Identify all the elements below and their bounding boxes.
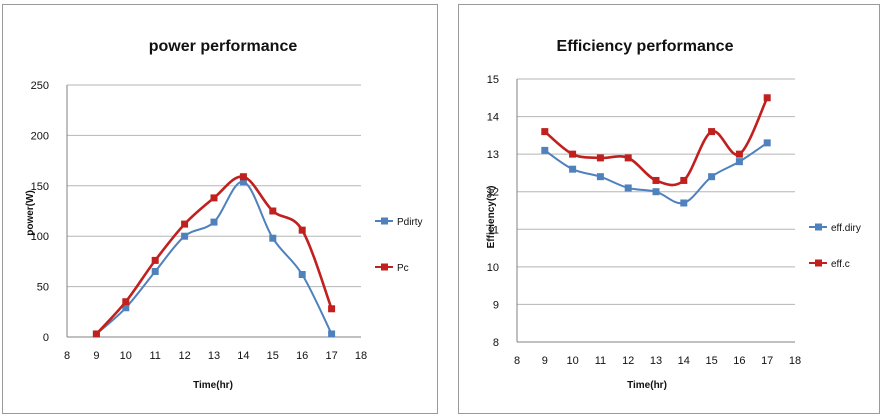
power-legend-marker-Pdirty	[381, 217, 388, 225]
efficiency-data-point-eff.c	[763, 94, 771, 102]
efficiency-data-point-eff.diry	[541, 146, 549, 154]
efficiency-x-tick-label: 9	[542, 355, 548, 367]
efficiency-y-tick-label: 13	[487, 149, 499, 161]
power-y-tick-label: 250	[31, 80, 49, 92]
efficiency-x-axis-label: Time(hr)	[627, 380, 667, 391]
efficiency-data-point-eff.c	[680, 176, 688, 184]
efficiency-legend-marker-eff.diry	[815, 223, 822, 231]
power-data-point-Pc	[210, 194, 218, 202]
power-data-point-Pdirty	[122, 304, 130, 312]
power-data-point-Pdirty	[210, 218, 218, 226]
efficiency-chart-title: Efficiency performance	[557, 38, 734, 55]
power-data-point-Pc	[298, 226, 306, 234]
efficiency-x-tick-label: 17	[761, 355, 773, 367]
efficiency-legend-marker-eff.c	[815, 259, 822, 267]
power-data-point-Pc	[269, 207, 277, 215]
power-y-axis-label: power(W)	[25, 190, 36, 236]
efficiency-data-point-eff.diry	[735, 158, 743, 166]
efficiency-chart-panel: Efficiency performance 8 9 10 11 12 13 14 15 8 9 1…	[458, 4, 880, 414]
power-chart: power performance 0 50 100 150 200 250 8 9 10 11 1…	[25, 38, 423, 391]
efficiency-y-tick-label: 12	[487, 187, 499, 199]
power-x-tick-label: 11	[149, 350, 160, 362]
power-y-tick-label: 0	[43, 332, 49, 344]
efficiency-x-tick-label: 18	[789, 355, 801, 367]
efficiency-data-point-eff.c	[735, 150, 743, 158]
power-x-tick-label: 8	[64, 350, 70, 362]
power-data-point-Pc	[92, 330, 100, 338]
efficiency-chart: Efficiency performance 8 9 10 11 12 13 14 15 8 9 1…	[486, 38, 861, 391]
efficiency-legend-label: eff.diry	[831, 223, 861, 234]
power-x-tick-label: 15	[267, 350, 279, 362]
efficiency-x-tick-label: 10	[566, 355, 578, 367]
efficiency-data-point-eff.diry	[708, 173, 716, 181]
power-x-tick-label: 12	[178, 350, 190, 362]
efficiency-data-point-eff.c	[708, 128, 716, 136]
power-y-tick-label: 150	[31, 181, 49, 193]
efficiency-data-point-eff.c	[541, 128, 549, 136]
power-x-tick-label: 10	[120, 350, 132, 362]
power-y-tick-label: 200	[31, 130, 49, 142]
power-data-point-Pc	[239, 173, 247, 181]
efficiency-data-point-eff.diry	[569, 165, 577, 173]
efficiency-x-tick-label: 15	[705, 355, 717, 367]
efficiency-y-tick-label: 11	[488, 224, 499, 236]
efficiency-data-point-eff.c	[569, 150, 577, 158]
power-data-point-Pc	[328, 305, 336, 313]
power-data-point-Pdirty	[239, 178, 247, 186]
power-data-point-Pdirty	[269, 234, 277, 242]
efficiency-data-point-eff.diry	[624, 184, 632, 192]
efficiency-y-axis-label: Efficiency(%)	[486, 186, 497, 249]
efficiency-x-tick-label: 12	[622, 355, 634, 367]
efficiency-data-point-eff.c	[624, 154, 632, 162]
power-legend-label: Pc	[397, 263, 409, 274]
power-data-point-Pdirty	[181, 232, 189, 240]
power-x-tick-label: 17	[325, 350, 337, 362]
power-x-tick-label: 16	[296, 350, 308, 362]
efficiency-data-point-eff.c	[596, 154, 604, 162]
power-legend-label: Pdirty	[397, 217, 423, 228]
efficiency-x-tick-label: 14	[678, 355, 690, 367]
power-legend-marker-Pc	[381, 263, 388, 271]
efficiency-data-point-eff.diry	[596, 173, 604, 181]
efficiency-x-tick-label: 8	[514, 355, 520, 367]
efficiency-data-point-eff.c	[652, 176, 660, 184]
power-x-tick-label: 18	[355, 350, 367, 362]
efficiency-x-tick-label: 16	[733, 355, 745, 367]
power-data-point-Pdirty	[298, 271, 306, 279]
power-data-point-Pc	[151, 256, 159, 264]
efficiency-legend-label: eff.c	[831, 259, 850, 270]
efficiency-data-point-eff.diry	[652, 188, 660, 196]
power-x-tick-label: 9	[93, 350, 99, 362]
power-chart-panel: power performance 0 50 100 150 200 250 8 9 10 11 1…	[2, 4, 438, 414]
efficiency-x-tick-label: 13	[650, 355, 662, 367]
power-x-tick-label: 14	[237, 350, 249, 362]
power-y-tick-label: 50	[37, 282, 49, 294]
power-x-axis-label: Time(hr)	[193, 380, 233, 391]
efficiency-data-point-eff.diry	[680, 199, 688, 207]
power-data-point-Pdirty	[151, 267, 159, 275]
efficiency-y-tick-label: 10	[487, 262, 499, 274]
efficiency-y-tick-label: 8	[493, 337, 499, 349]
efficiency-y-tick-label: 14	[487, 112, 499, 124]
power-data-point-Pdirty	[328, 330, 336, 338]
power-chart-title: power performance	[149, 38, 298, 55]
power-x-tick-label: 13	[208, 350, 220, 362]
power-data-point-Pc	[122, 298, 130, 306]
power-data-point-Pc	[181, 220, 189, 228]
power-series-line-Pdirty	[95, 180, 333, 335]
efficiency-y-tick-label: 9	[493, 299, 499, 311]
efficiency-y-tick-label: 15	[487, 74, 499, 86]
efficiency-x-tick-label: 11	[595, 355, 606, 367]
efficiency-data-point-eff.diry	[763, 139, 771, 147]
power-y-tick-label: 100	[31, 231, 49, 243]
